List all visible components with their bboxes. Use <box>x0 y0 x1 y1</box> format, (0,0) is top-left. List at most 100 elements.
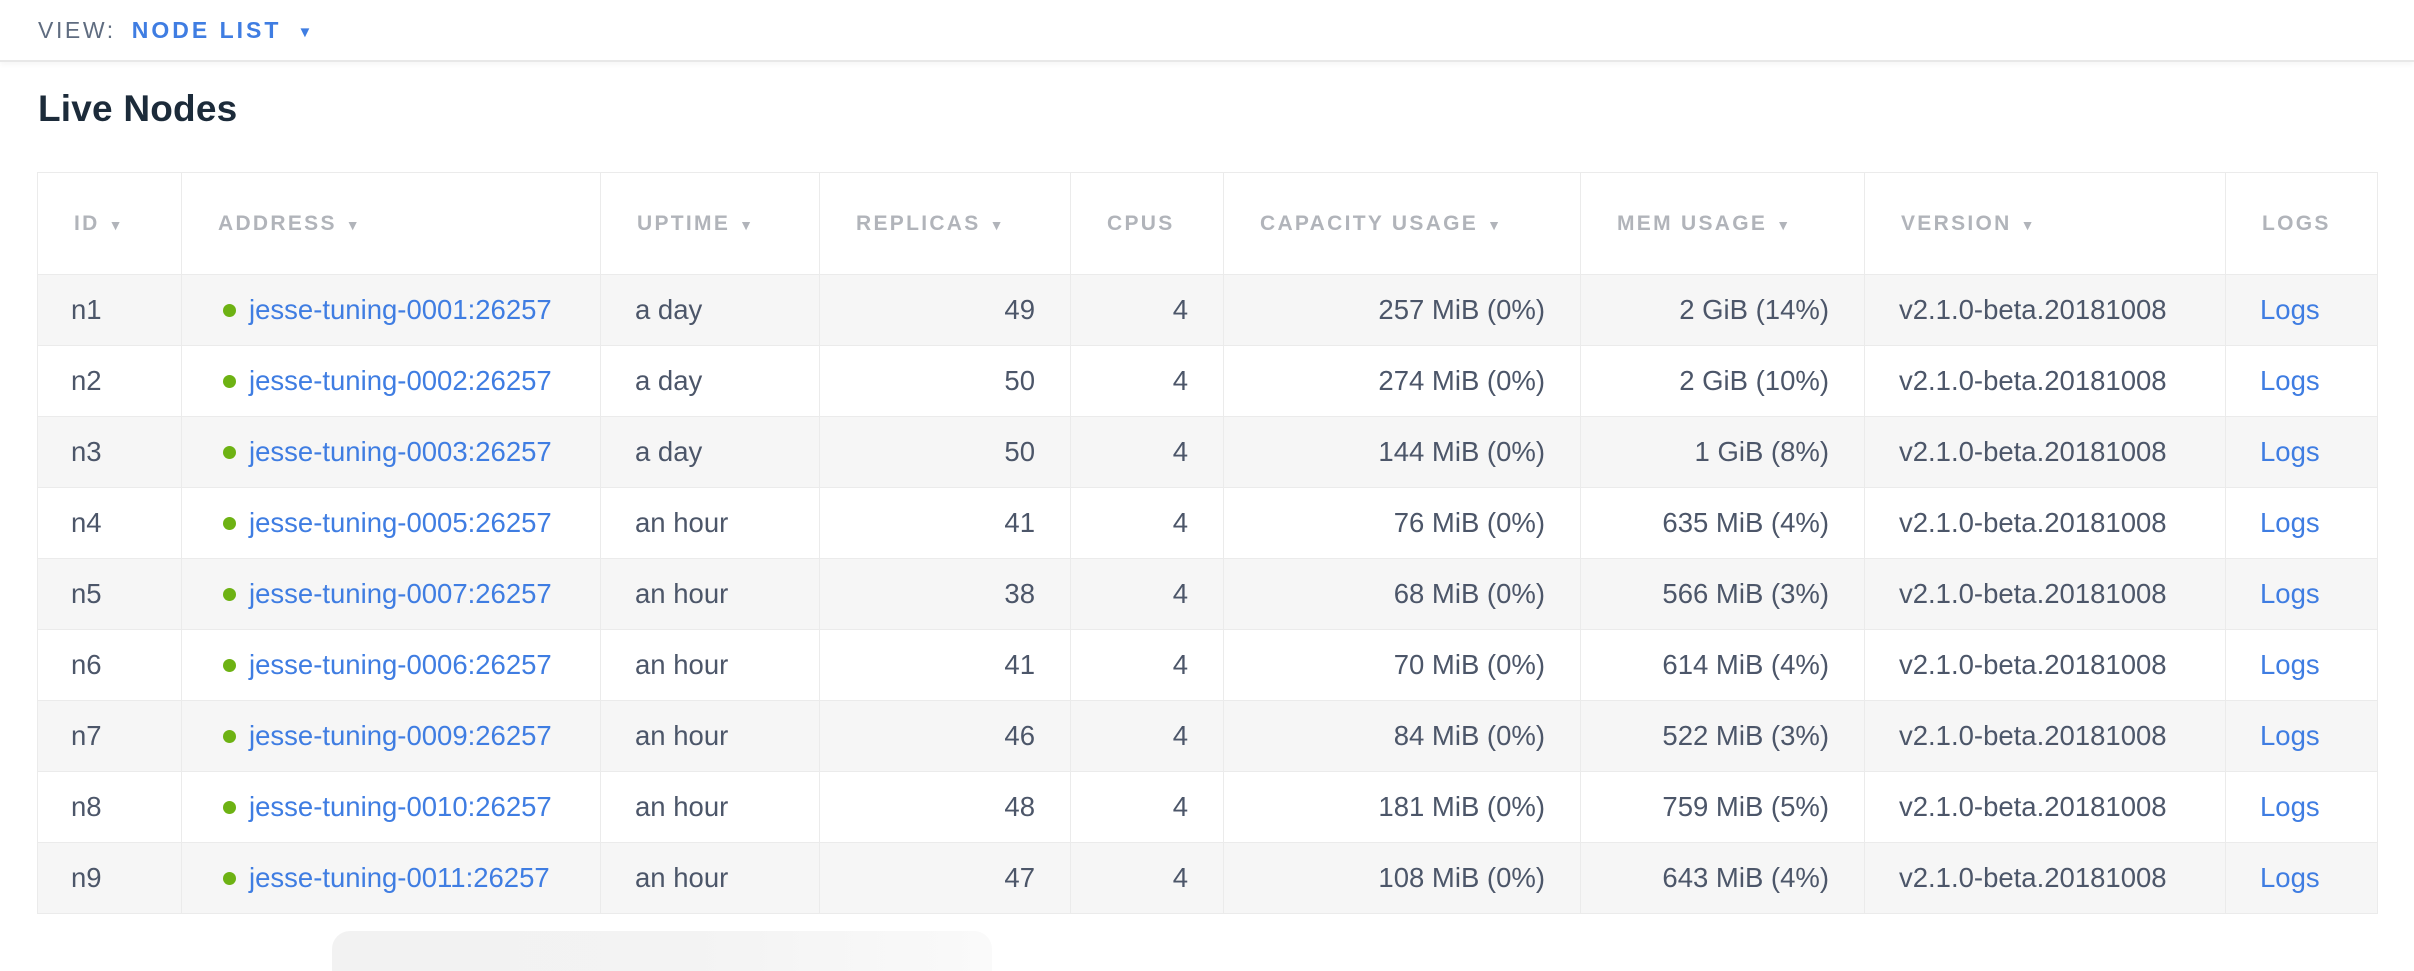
main-content: Live Nodes ID ▼ ADDRESS ▼ UPTIME ▼ REPLICAS ▼ CP… <box>0 88 2414 914</box>
column-header-uptime[interactable]: UPTIME ▼ <box>600 172 820 275</box>
page-bottom-partial-panel <box>332 931 992 971</box>
column-header-version[interactable]: VERSION ▼ <box>1864 172 2226 275</box>
logs-link[interactable]: Logs <box>2260 862 2320 893</box>
column-header-id[interactable]: ID ▼ <box>37 172 182 275</box>
node-live-status-icon <box>223 517 236 530</box>
node-id-cell: n9 <box>37 842 182 914</box>
node-address-link[interactable]: jesse-tuning-0003:26257 <box>249 436 552 467</box>
node-uptime-cell: an hour <box>600 771 820 843</box>
node-mem-usage-cell: 614 MiB (4%) <box>1580 629 1865 701</box>
node-replicas-cell: 46 <box>819 700 1071 772</box>
node-logs-cell: Logs <box>2225 487 2378 559</box>
node-address-link[interactable]: jesse-tuning-0007:26257 <box>249 578 552 609</box>
node-address-link[interactable]: jesse-tuning-0011:26257 <box>249 862 550 893</box>
node-capacity-usage-cell: 181 MiB (0%) <box>1223 771 1581 843</box>
node-version-cell: v2.1.0-beta.20181008 <box>1864 487 2226 559</box>
node-address-cell: jesse-tuning-0011:26257 <box>181 842 601 914</box>
node-replicas-cell: 41 <box>819 629 1071 701</box>
node-logs-cell: Logs <box>2225 771 2378 843</box>
table-row-n9: n9 jesse-tuning-0011:26257 an hour 47 4 108 M… <box>37 842 2378 914</box>
node-cpus-cell: 4 <box>1070 558 1224 630</box>
node-mem-usage-cell: 522 MiB (3%) <box>1580 700 1865 772</box>
column-label: CPUS <box>1107 211 1175 235</box>
logs-link[interactable]: Logs <box>2260 649 2320 680</box>
node-id-cell: n2 <box>37 345 182 417</box>
table-row-n7: n7 jesse-tuning-0009:26257 an hour 46 4 84 Mi… <box>37 700 2378 772</box>
table-header-row: ID ▼ ADDRESS ▼ UPTIME ▼ REPLICAS ▼ CPUS CAPACITY … <box>37 172 2378 275</box>
logs-link[interactable]: Logs <box>2260 791 2320 822</box>
node-address-link[interactable]: jesse-tuning-0005:26257 <box>249 507 552 538</box>
node-id-cell: n1 <box>37 274 182 346</box>
node-address-cell: jesse-tuning-0001:26257 <box>181 274 601 346</box>
node-id-cell: n4 <box>37 487 182 559</box>
column-header-logs: LOGS <box>2225 172 2378 275</box>
node-replicas-cell: 50 <box>819 345 1071 417</box>
node-cpus-cell: 4 <box>1070 771 1224 843</box>
node-version-cell: v2.1.0-beta.20181008 <box>1864 629 2226 701</box>
node-uptime-cell: an hour <box>600 842 820 914</box>
node-mem-usage-cell: 635 MiB (4%) <box>1580 487 1865 559</box>
node-uptime-cell: an hour <box>600 629 820 701</box>
column-label: VERSION <box>1901 211 2012 235</box>
node-capacity-usage-cell: 76 MiB (0%) <box>1223 487 1581 559</box>
column-header-cpus: CPUS <box>1070 172 1224 275</box>
column-label: ADDRESS <box>218 211 337 235</box>
node-address-cell: jesse-tuning-0009:26257 <box>181 700 601 772</box>
view-selected-value: NODE LIST <box>131 16 282 43</box>
table-row-n8: n8 jesse-tuning-0010:26257 an hour 48 4 181 M… <box>37 771 2378 843</box>
node-address-cell: jesse-tuning-0002:26257 <box>181 345 601 417</box>
node-cpus-cell: 4 <box>1070 274 1224 346</box>
node-live-status-icon <box>223 588 236 601</box>
logs-link[interactable]: Logs <box>2260 507 2320 538</box>
sort-arrow-icon: ▼ <box>1776 216 1791 233</box>
table-row-n2: n2 jesse-tuning-0002:26257 a day 50 4 274 MiB… <box>37 345 2378 417</box>
node-id-cell: n7 <box>37 700 182 772</box>
page-title: Live Nodes <box>38 88 238 129</box>
logs-link[interactable]: Logs <box>2260 365 2320 396</box>
node-uptime-cell: a day <box>600 274 820 346</box>
node-mem-usage-cell: 2 GiB (14%) <box>1580 274 1865 346</box>
node-version-cell: v2.1.0-beta.20181008 <box>1864 771 2226 843</box>
table-row-n5: n5 jesse-tuning-0007:26257 an hour 38 4 68 Mi… <box>37 558 2378 630</box>
node-id-cell: n8 <box>37 771 182 843</box>
column-header-capacity[interactable]: CAPACITY USAGE ▼ <box>1223 172 1581 275</box>
node-version-cell: v2.1.0-beta.20181008 <box>1864 842 2226 914</box>
node-cpus-cell: 4 <box>1070 700 1224 772</box>
sort-arrow-icon: ▼ <box>989 216 1004 233</box>
node-capacity-usage-cell: 68 MiB (0%) <box>1223 558 1581 630</box>
node-capacity-usage-cell: 70 MiB (0%) <box>1223 629 1581 701</box>
logs-link[interactable]: Logs <box>2260 578 2320 609</box>
node-mem-usage-cell: 643 MiB (4%) <box>1580 842 1865 914</box>
node-uptime-cell: a day <box>600 416 820 488</box>
view-selector-dropdown[interactable]: NODE LIST ▼ <box>132 17 313 44</box>
node-address-link[interactable]: jesse-tuning-0001:26257 <box>249 294 552 325</box>
node-replicas-cell: 50 <box>819 416 1071 488</box>
node-address-link[interactable]: jesse-tuning-0006:26257 <box>249 649 552 680</box>
node-uptime-cell: a day <box>600 345 820 417</box>
node-version-cell: v2.1.0-beta.20181008 <box>1864 416 2226 488</box>
node-address-link[interactable]: jesse-tuning-0010:26257 <box>249 791 552 822</box>
node-version-cell: v2.1.0-beta.20181008 <box>1864 700 2226 772</box>
logs-link[interactable]: Logs <box>2260 436 2320 467</box>
node-address-link[interactable]: jesse-tuning-0009:26257 <box>249 720 552 751</box>
node-cpus-cell: 4 <box>1070 487 1224 559</box>
logs-link[interactable]: Logs <box>2260 720 2320 751</box>
table-row-n6: n6 jesse-tuning-0006:26257 an hour 41 4 70 Mi… <box>37 629 2378 701</box>
sort-arrow-icon: ▼ <box>1487 216 1501 233</box>
chevron-down-icon: ▼ <box>297 23 313 41</box>
node-logs-cell: Logs <box>2225 416 2378 488</box>
column-header-replicas[interactable]: REPLICAS ▼ <box>819 172 1071 275</box>
column-header-mem[interactable]: MEM USAGE ▼ <box>1580 172 1865 275</box>
node-address-link[interactable]: jesse-tuning-0002:26257 <box>249 365 552 396</box>
node-live-status-icon <box>223 375 236 388</box>
column-label: ID <box>74 211 100 235</box>
node-version-cell: v2.1.0-beta.20181008 <box>1864 558 2226 630</box>
live-nodes-table: ID ▼ ADDRESS ▼ UPTIME ▼ REPLICAS ▼ CPUS CAPACITY … <box>37 172 2378 914</box>
node-live-status-icon <box>223 659 236 672</box>
node-id-cell: n5 <box>37 558 182 630</box>
node-address-cell: jesse-tuning-0005:26257 <box>181 487 601 559</box>
table-header: ID ▼ ADDRESS ▼ UPTIME ▼ REPLICAS ▼ CPUS CAPACITY … <box>37 172 2378 275</box>
column-header-address[interactable]: ADDRESS ▼ <box>181 172 601 275</box>
logs-link[interactable]: Logs <box>2260 294 2320 325</box>
sort-arrow-icon: ▼ <box>739 216 753 233</box>
